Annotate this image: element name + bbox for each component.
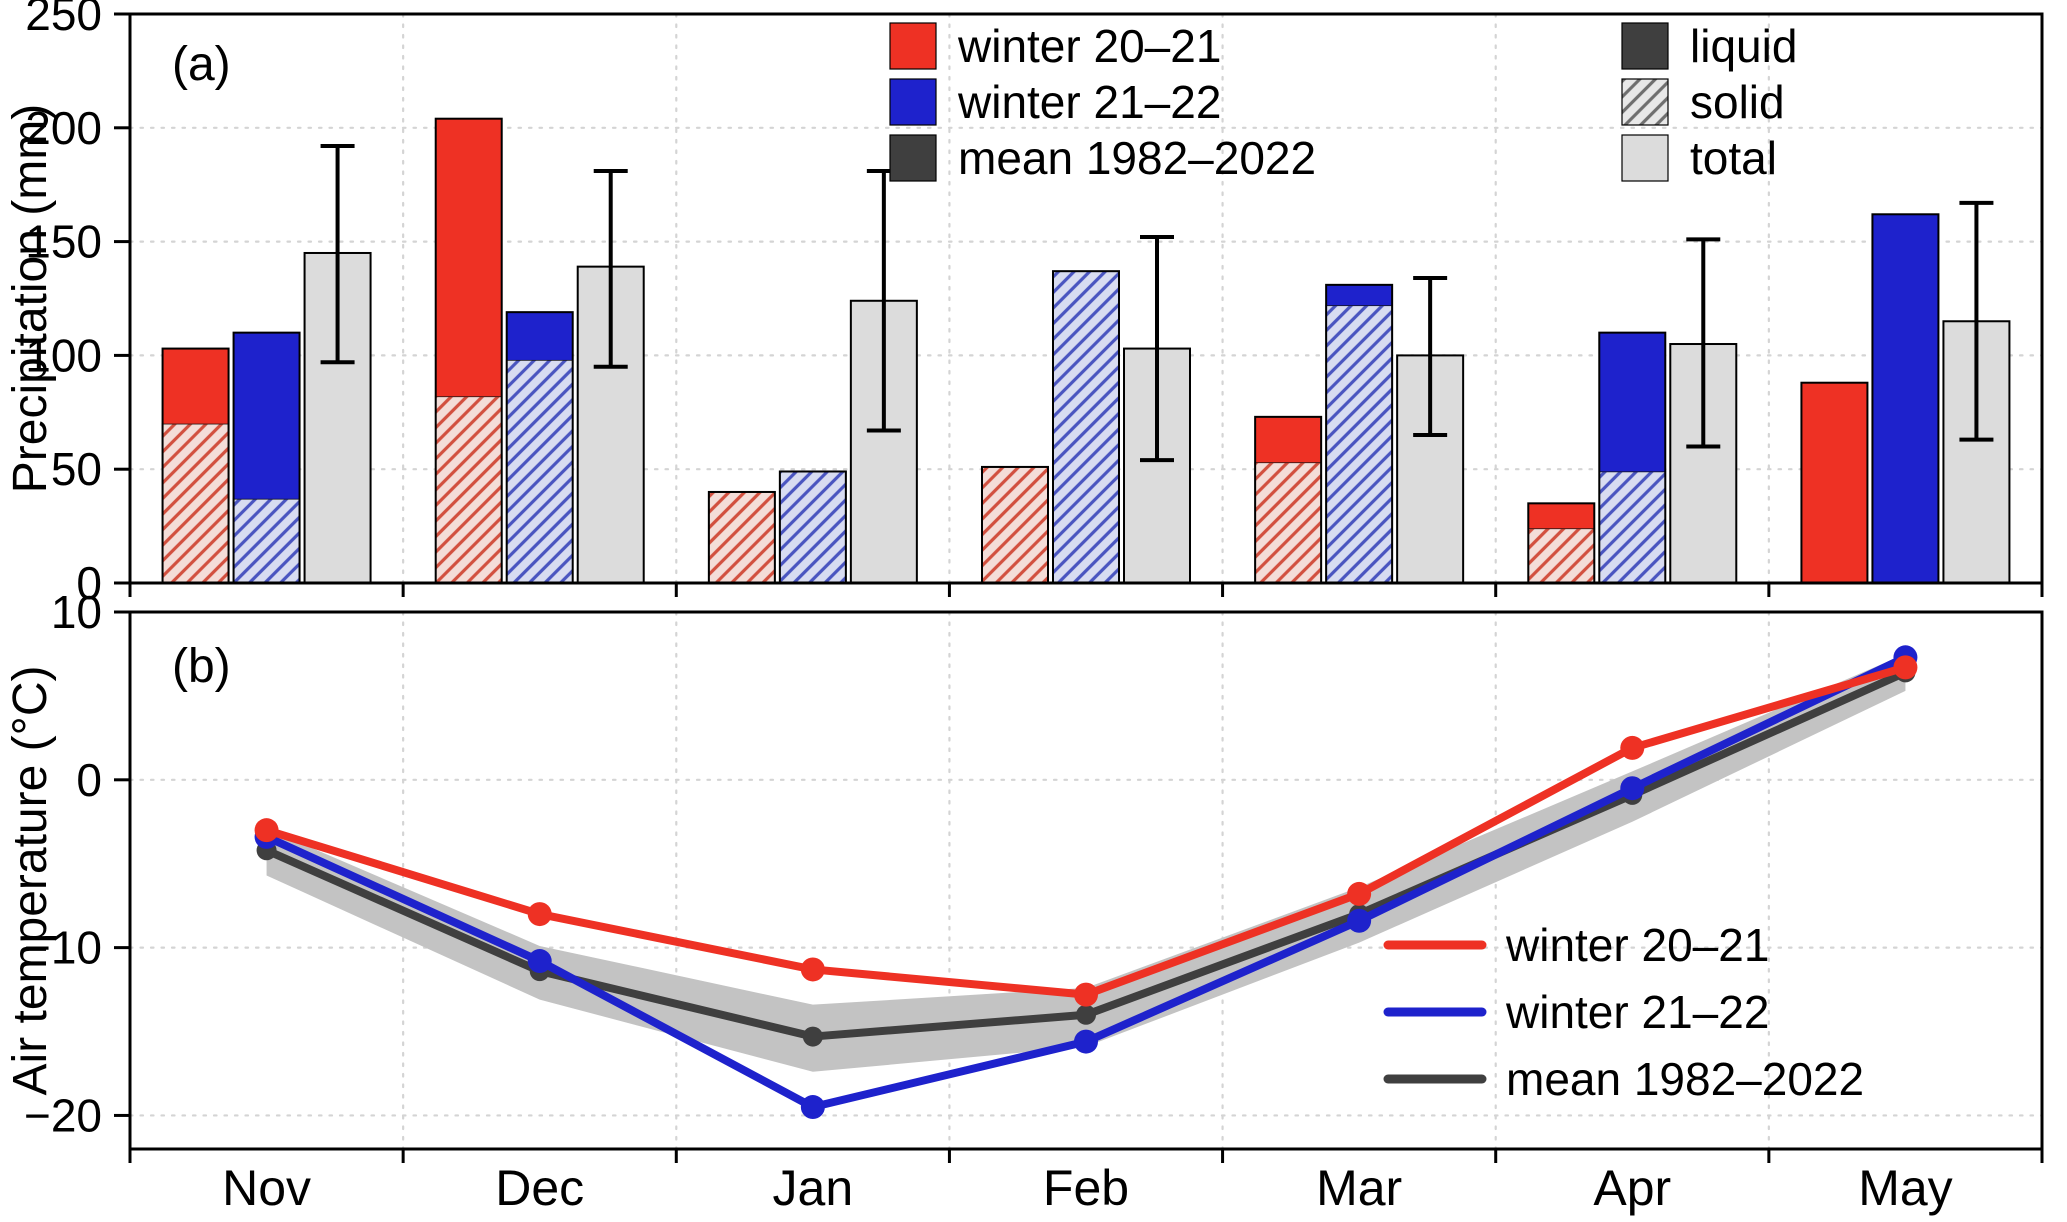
legend-label: mean 1982–2022 bbox=[958, 132, 1316, 184]
x-tick-label-mar: Mar bbox=[1316, 1160, 1402, 1216]
legend-label: liquid bbox=[1690, 20, 1797, 72]
legend-label: total bbox=[1690, 132, 1777, 184]
bar-solid-precip bbox=[505, 359, 574, 584]
bar-liquid-precip bbox=[506, 312, 573, 360]
temp-marker-winter-20-21 bbox=[1893, 655, 1918, 680]
x-tick-label-dec: Dec bbox=[495, 1160, 584, 1216]
bar-liquid-precip bbox=[1528, 503, 1595, 529]
y-tick-label: 0 bbox=[76, 754, 102, 806]
bar-liquid-precip bbox=[1801, 382, 1868, 583]
panel-b-air-temperature: −20 −10 0 10 (b) Air temperature (°C) Nov Dec Ja… bbox=[4, 586, 2044, 1216]
y-tick-label: −10 bbox=[24, 922, 102, 974]
legend-swatch-solid bbox=[1621, 78, 1669, 126]
temp-marker-winter-21-22 bbox=[527, 949, 552, 974]
temp-marker-mean-1982-2022 bbox=[1076, 1004, 1096, 1025]
temp-marker-winter-20-21 bbox=[527, 902, 552, 927]
bar-liquid-precip bbox=[162, 348, 229, 424]
bar-liquid-precip bbox=[435, 118, 502, 397]
legend-swatch-winter-20-21 bbox=[889, 22, 937, 70]
bar-solid-precip bbox=[708, 491, 776, 584]
legend-swatch-winter-21-22 bbox=[889, 78, 937, 126]
y-tick-label: 200 bbox=[25, 102, 102, 154]
x-tick-label-nov: Nov bbox=[222, 1160, 311, 1216]
x-tick-label-feb: Feb bbox=[1043, 1160, 1129, 1216]
x-tick-label-apr: Apr bbox=[1593, 1160, 1671, 1216]
panel-a-label: (a) bbox=[172, 38, 231, 91]
panel-b-label: (b) bbox=[172, 640, 231, 693]
legend-label: winter 21–22 bbox=[1505, 986, 1769, 1038]
panel-b-ylabel: Air temperature (°C) bbox=[4, 666, 57, 1096]
bar-solid-precip bbox=[1598, 470, 1667, 584]
temp-marker-winter-20-21 bbox=[1074, 982, 1098, 1007]
temp-marker-mean-1982-2022 bbox=[802, 1026, 823, 1047]
temp-marker-winter-21-22 bbox=[800, 1095, 825, 1120]
legend-label: winter 20–21 bbox=[1505, 919, 1769, 971]
bar-liquid-precip bbox=[233, 332, 300, 499]
legend-label: winter 20–21 bbox=[957, 20, 1221, 72]
bar-solid-precip bbox=[779, 470, 847, 584]
y-tick-label: 0 bbox=[76, 557, 102, 609]
legend-label: winter 21–22 bbox=[957, 76, 1221, 128]
bar-solid-precip bbox=[1052, 270, 1120, 584]
bar-solid-precip bbox=[232, 498, 301, 584]
temp-marker-winter-21-22 bbox=[1347, 908, 1372, 933]
legend-label: mean 1982–2022 bbox=[1506, 1053, 1864, 1105]
legend-label: solid bbox=[1690, 76, 1785, 128]
legend-swatch-liquid bbox=[1621, 22, 1669, 70]
y-tick-label: 250 bbox=[25, 0, 102, 40]
y-tick-label: 150 bbox=[25, 216, 102, 268]
bar-liquid-precip bbox=[1326, 284, 1393, 306]
legend-swatch-mean bbox=[889, 134, 937, 182]
y-tick-label: 100 bbox=[25, 329, 102, 381]
temp-marker-winter-20-21 bbox=[800, 957, 825, 982]
temp-marker-winter-20-21 bbox=[254, 818, 279, 843]
bar-solid-precip bbox=[1527, 527, 1596, 584]
panel-a-ylabel: Precipitation (mm) bbox=[4, 104, 57, 493]
temp-marker-winter-20-21 bbox=[1620, 735, 1645, 760]
plot-frame bbox=[128, 12, 2044, 585]
temp-marker-winter-21-22 bbox=[1074, 1029, 1098, 1054]
temp-marker-winter-20-21 bbox=[1347, 881, 1372, 906]
bar-solid-precip bbox=[981, 466, 1049, 584]
bar-liquid-precip bbox=[1872, 214, 1939, 583]
x-tick-label-may: May bbox=[1858, 1160, 1952, 1216]
y-tick-label: 50 bbox=[51, 443, 102, 495]
bar-solid-precip bbox=[1254, 461, 1322, 584]
bar-solid-precip bbox=[161, 422, 230, 584]
bar-liquid-precip bbox=[1255, 416, 1322, 463]
y-tick-label: −20 bbox=[24, 1089, 102, 1141]
panel-a-precipitation: 0 50 100 150 200 250 (a) Precipitation (mm) wint… bbox=[4, 0, 2044, 609]
legend-swatch-total bbox=[1621, 134, 1669, 182]
bar-solid-precip bbox=[1325, 304, 1393, 584]
plot-frame bbox=[128, 610, 2044, 1151]
temp-marker-winter-21-22 bbox=[1620, 776, 1645, 801]
bar-solid-precip bbox=[434, 395, 503, 584]
y-tick-label: 10 bbox=[51, 586, 102, 638]
bar-liquid-precip bbox=[1599, 332, 1666, 472]
x-tick-label-jan: Jan bbox=[773, 1160, 854, 1216]
